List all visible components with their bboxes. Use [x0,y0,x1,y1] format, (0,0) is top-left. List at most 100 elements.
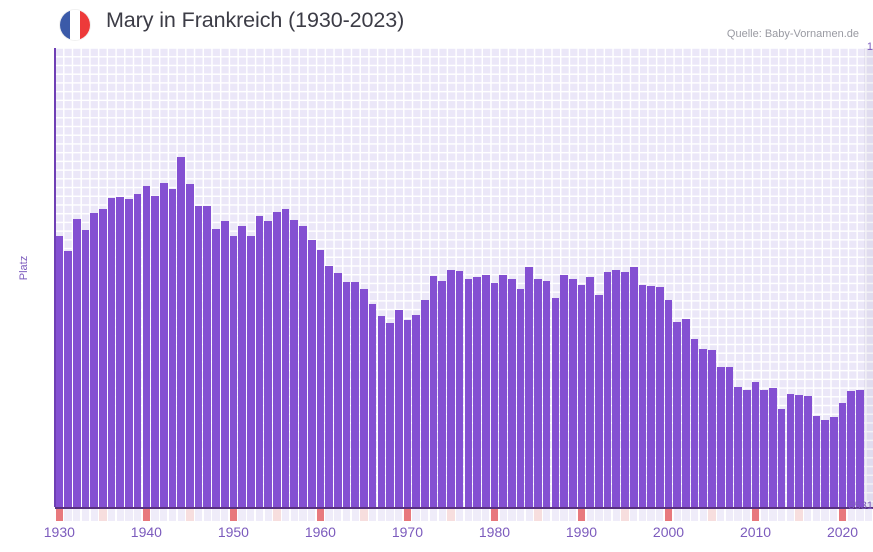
year-marker [264,509,272,521]
chart-header: Mary in Frankreich (1930-2023) Quelle: B… [0,0,873,48]
decade-marker [142,509,150,521]
year-marker [90,509,98,521]
bar [455,271,464,507]
year-marker [464,509,472,521]
flag-france-circle-icon [60,10,90,40]
year-marker [281,509,290,521]
year-marker [386,509,394,521]
bar [273,212,281,507]
year-marker [690,509,699,521]
bar [403,320,412,507]
bar [229,236,238,507]
year-marker [134,509,142,521]
bar [290,219,299,507]
bar [107,198,116,507]
bar [847,391,856,507]
year-marker [151,509,159,521]
decade-marker [664,509,673,521]
half-decade-marker [447,509,455,521]
year-marker [64,509,72,521]
page-title: Mary in Frankreich (1930-2023) [106,8,405,32]
bar [856,389,864,507]
bar [203,205,212,507]
bar [830,416,838,507]
year-marker [421,509,429,521]
year-marker [864,509,873,521]
year-marker [830,509,838,521]
bar [255,215,264,507]
year-marker [612,509,620,521]
bar [342,282,351,507]
year-marker [177,509,185,521]
x-axis-tick-labels: 1930 1940 1950 1960 1970 1980 1990 2000 2010 2020 [0,524,873,548]
bar [481,275,490,507]
bar [464,279,473,507]
year-marker [377,509,385,521]
year-marker [499,509,507,521]
half-decade-marker [360,509,368,521]
year-marker [368,509,377,521]
bar [316,250,325,507]
year-marker [560,509,568,521]
year-marker [342,509,351,521]
year-marker [351,509,359,521]
bar [412,315,420,507]
bar [447,270,455,507]
year-marker [334,509,342,521]
bar [760,390,769,507]
bar [220,220,229,507]
x-axis-tick-label: 2020 [826,524,859,540]
bar [333,272,342,507]
bar [325,266,333,507]
bar [577,285,586,507]
year-marker [777,509,786,521]
year-marker [812,509,821,521]
bar [238,226,246,507]
bar [682,319,690,507]
bar [307,240,316,507]
bar [803,395,812,507]
bar [159,182,168,507]
year-marker [473,509,481,521]
y-axis-line [54,48,57,507]
year-marker [81,509,90,521]
year-marker [221,509,229,521]
bar [429,276,438,507]
year-marker [238,509,246,521]
year-marker [717,509,725,521]
bar [438,281,447,507]
year-marker [168,509,177,521]
year-marker [821,509,829,521]
bar [568,279,577,507]
year-marker [455,509,464,521]
year-marker [308,509,316,521]
bar [690,338,699,507]
bar [368,303,377,507]
half-decade-marker [795,509,803,521]
bar [99,208,107,507]
bar [638,285,647,507]
year-marker [255,509,264,521]
decade-marker [55,509,63,521]
year-marker [734,509,742,521]
bar [55,236,64,507]
x-axis-tick-label: 2000 [652,524,685,540]
year-marker [412,509,420,521]
bar [81,230,90,507]
half-decade-marker [621,509,629,521]
year-marker [299,509,307,521]
y-axis-tick-top: 1 [866,41,873,53]
bar [90,213,98,507]
decade-marker [577,509,586,521]
bar [499,275,507,507]
bar [194,205,203,507]
bar [612,269,621,507]
year-marker [543,509,551,521]
bar [246,236,255,507]
bar [72,218,81,507]
bar [716,366,725,507]
bar [177,156,185,507]
bar [595,295,603,507]
year-marker [682,509,690,521]
half-decade-marker [534,509,542,521]
